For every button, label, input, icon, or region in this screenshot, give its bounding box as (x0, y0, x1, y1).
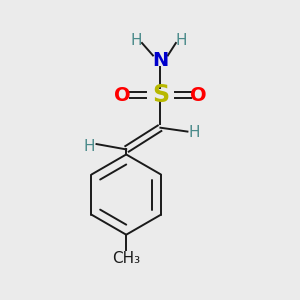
Text: CH₃: CH₃ (112, 251, 140, 266)
Text: O: O (190, 85, 206, 104)
Text: S: S (152, 83, 169, 107)
Text: N: N (152, 51, 169, 70)
Text: H: H (188, 125, 200, 140)
Text: O: O (114, 85, 131, 104)
Text: H: H (83, 139, 95, 154)
Text: H: H (131, 33, 142, 48)
Text: H: H (176, 33, 187, 48)
